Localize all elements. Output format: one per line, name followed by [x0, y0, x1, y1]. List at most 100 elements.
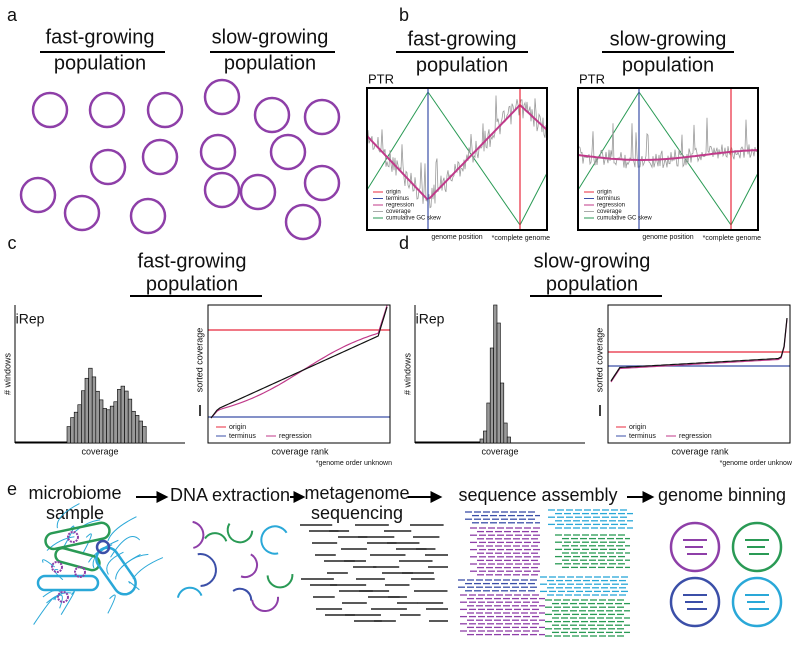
- title: population: [146, 273, 238, 295]
- title: slow-growing: [534, 250, 651, 272]
- legend-entry: origin: [229, 424, 246, 431]
- title: population: [224, 52, 316, 74]
- histogram-bar: [131, 410, 136, 444]
- histogram-bar: [66, 426, 71, 444]
- histogram-bar: [117, 389, 122, 444]
- title: population: [416, 54, 508, 76]
- sorted-coverage: [610, 317, 788, 382]
- metric-label: iRep: [16, 311, 45, 327]
- cell: [129, 197, 167, 235]
- regression: [366, 103, 548, 201]
- plot-frame: [366, 87, 548, 231]
- step-label: sequencing: [311, 503, 403, 523]
- histogram-bar: [81, 390, 86, 444]
- cell: [88, 91, 126, 129]
- histogram-bar: [102, 408, 107, 444]
- virus: [67, 531, 79, 543]
- cell: [63, 194, 101, 232]
- legend-entry: terminus: [597, 196, 620, 202]
- title: fast-growing: [138, 250, 247, 272]
- histogram-bar: [135, 415, 140, 444]
- bacterium: [95, 539, 111, 555]
- axis-label: # windows: [402, 352, 412, 395]
- title: population: [546, 273, 638, 295]
- histogram-bar: [138, 420, 143, 444]
- genome-bin: [731, 521, 783, 573]
- title: fast-growing: [408, 28, 517, 50]
- cell: [284, 203, 322, 241]
- title: population: [54, 52, 146, 74]
- genome-bin: [731, 576, 783, 628]
- histogram-bar: [124, 390, 129, 444]
- step-label: genome binning: [658, 485, 786, 505]
- axis-label: sorted coverage: [194, 328, 204, 393]
- dna-fragment: [232, 587, 253, 601]
- axis-label: coverage: [481, 446, 518, 456]
- title: fast-growing: [46, 26, 155, 48]
- filament: [128, 581, 140, 591]
- bacterium: [95, 546, 137, 596]
- note: *genome order unknow: [720, 460, 793, 467]
- filament: [107, 516, 137, 542]
- regression: [577, 149, 759, 161]
- title: population: [622, 54, 714, 76]
- histogram-bar: [496, 322, 501, 444]
- panel-label: d: [399, 233, 409, 253]
- genome-bin: [669, 521, 721, 573]
- filament: [110, 536, 141, 558]
- histogram-bar: [127, 398, 133, 444]
- filament: [132, 557, 164, 580]
- histogram-bar: [503, 422, 508, 444]
- axis-label: genome position: [642, 234, 693, 241]
- axis-label: coverage: [81, 446, 118, 456]
- cell: [89, 148, 127, 186]
- dna-fragment: [251, 596, 279, 612]
- cell: [303, 164, 341, 202]
- plot-frame: [207, 304, 391, 444]
- histogram-bar: [120, 385, 125, 444]
- legend-entry: regression: [386, 203, 414, 209]
- histogram-bar: [483, 430, 488, 444]
- axis-label: PTR: [368, 71, 394, 86]
- title: slow-growing: [610, 28, 727, 50]
- legend-entry: origin: [597, 190, 612, 196]
- filament: [107, 594, 116, 614]
- cell: [31, 91, 69, 129]
- axis-label: coverage rank: [671, 446, 729, 456]
- virus: [74, 566, 86, 578]
- histogram-bar: [106, 409, 111, 444]
- sorted-coverage: [210, 306, 388, 419]
- dna-fragment: [197, 553, 217, 587]
- histogram-bar: [99, 399, 104, 444]
- legend-entry: terminus: [229, 433, 256, 440]
- legend-entry: coverage: [386, 209, 411, 215]
- step-label: DNA extraction: [170, 485, 290, 505]
- dna-fragment: [192, 520, 205, 549]
- note: *genome order unknown: [316, 460, 392, 467]
- axis-label: genome position: [431, 234, 482, 241]
- legend-entry: regression: [597, 203, 625, 209]
- step-label: metagenome: [304, 483, 409, 503]
- legend-entry: coverage: [597, 209, 622, 215]
- cell: [303, 98, 341, 136]
- histogram-bar: [109, 405, 115, 444]
- filament: [60, 590, 75, 615]
- cell: [199, 133, 237, 171]
- histogram-bar: [88, 367, 93, 444]
- histogram-bar: [113, 401, 118, 444]
- histogram-bar: [91, 376, 97, 444]
- histogram-bar: [489, 347, 494, 444]
- filament: [33, 596, 56, 625]
- legend-entry: origin: [386, 190, 401, 196]
- coverage: [367, 95, 547, 209]
- legend-entry: cumulative GC skew: [597, 216, 652, 222]
- histogram-bar: [500, 382, 505, 444]
- panel-label: b: [399, 5, 409, 25]
- cell: [239, 173, 277, 211]
- filament: [82, 533, 92, 554]
- histogram-bar: [142, 426, 147, 444]
- panel-label: c: [8, 233, 17, 253]
- legend-entry: regression: [679, 433, 712, 440]
- cell: [146, 91, 184, 129]
